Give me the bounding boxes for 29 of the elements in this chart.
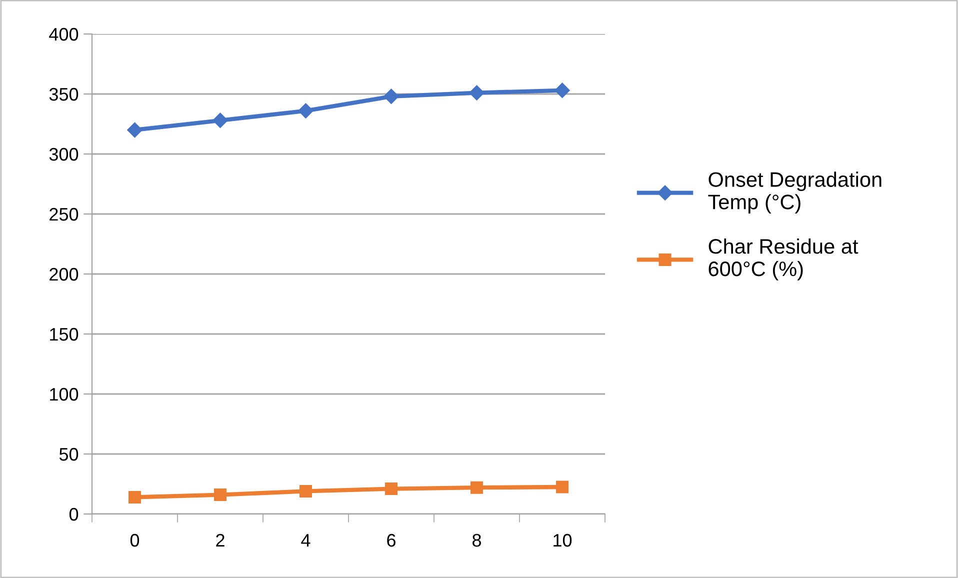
point <box>214 488 226 502</box>
x-tick-label: 4 <box>301 534 310 547</box>
y-tick-label: 50 <box>59 448 78 461</box>
y-tick-label: 250 <box>50 208 78 221</box>
point <box>554 82 570 98</box>
y-tick-label: 400 <box>49 28 78 41</box>
legend-label: Char Residue at 600°C (%) <box>708 238 858 280</box>
x-tick-label: 2 <box>216 534 224 547</box>
legend-label: Onset Degradation Temp (°C) <box>708 172 882 214</box>
point <box>470 481 483 494</box>
y-tick-label: 200 <box>50 268 78 281</box>
x-tick-label: 8 <box>472 534 481 547</box>
point <box>212 112 228 128</box>
y-tick-label: 0 <box>69 508 78 521</box>
point <box>384 88 399 104</box>
x-tick-label: 0 <box>130 534 140 547</box>
y-tick-label: 300 <box>49 148 78 161</box>
point <box>300 484 312 498</box>
point <box>556 480 568 494</box>
y-tick-label: 150 <box>50 328 78 341</box>
x-tick-label: 6 <box>387 534 396 547</box>
y-tick-label: 350 <box>49 88 78 101</box>
point <box>469 85 484 100</box>
point <box>127 122 142 138</box>
x-tick-label: 10 <box>554 534 572 547</box>
y-tick-label: 100 <box>50 388 78 401</box>
point <box>298 103 314 118</box>
point <box>385 482 398 496</box>
point <box>128 490 141 504</box>
